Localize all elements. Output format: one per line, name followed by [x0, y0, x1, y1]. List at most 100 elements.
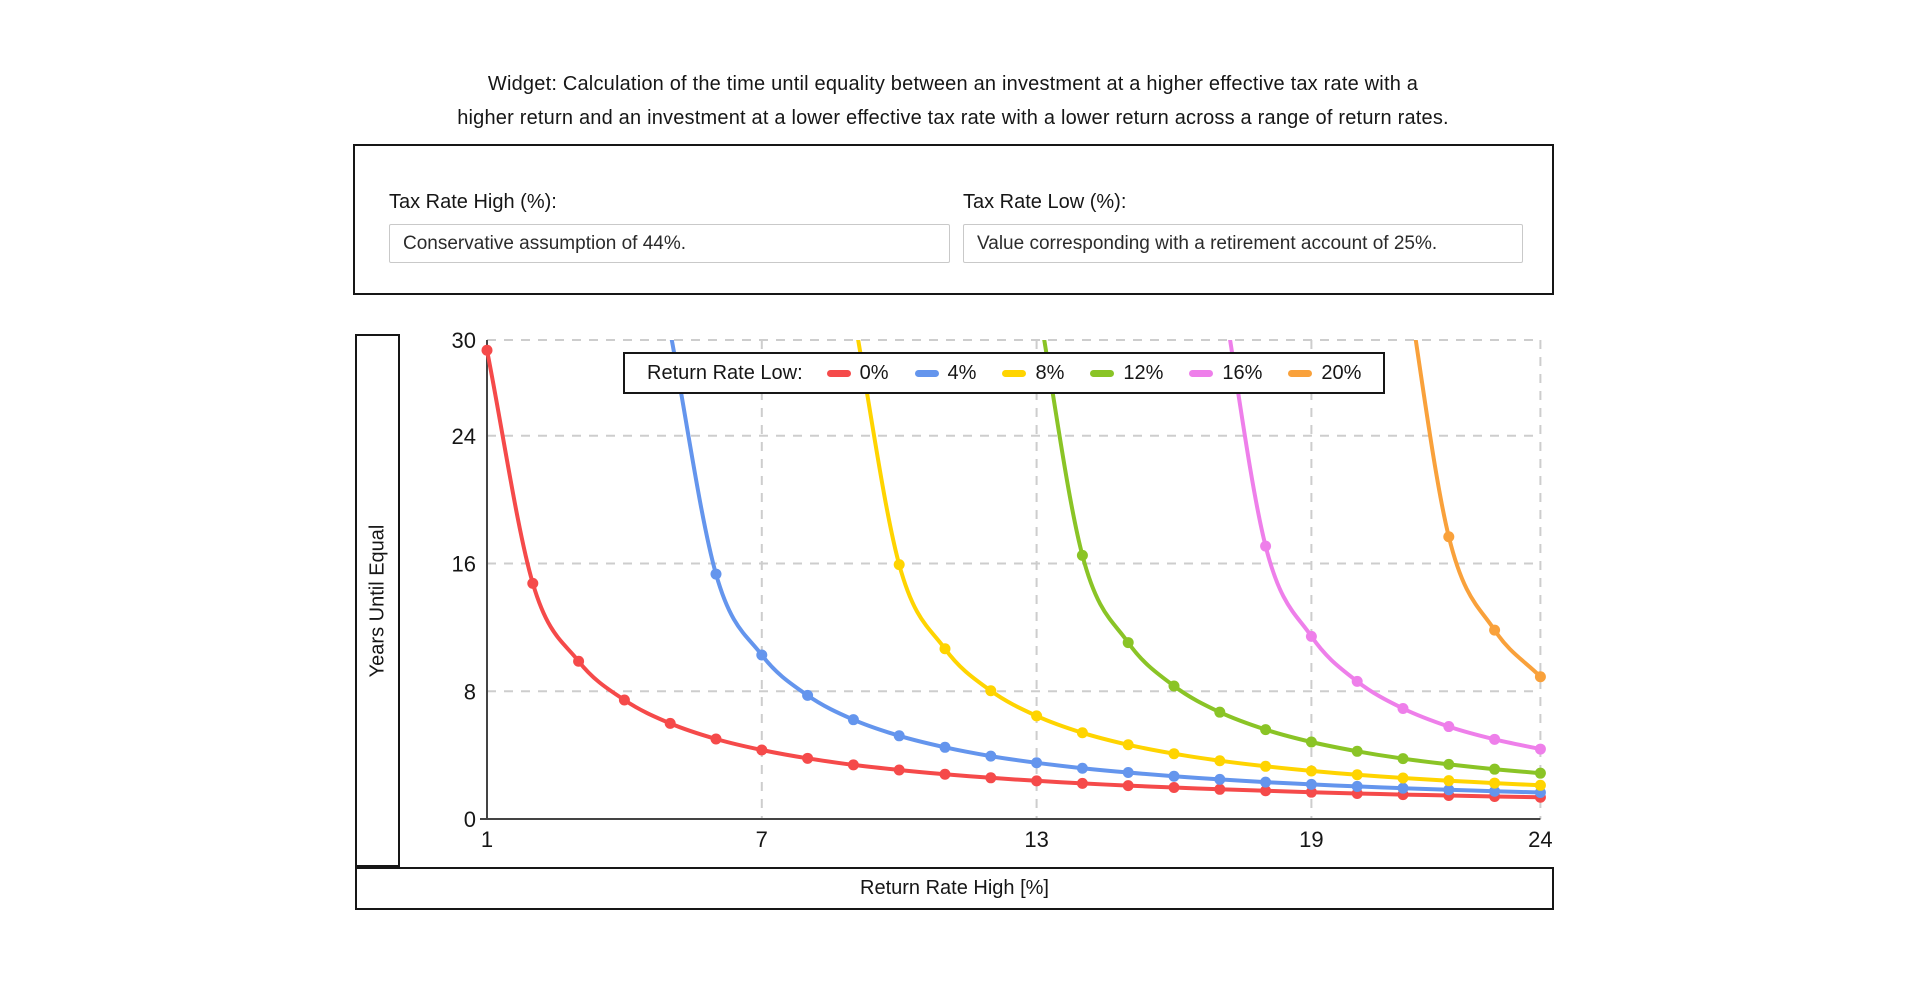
data-point: [1168, 680, 1180, 692]
data-point: [985, 772, 997, 784]
tax-rate-high-input[interactable]: [389, 224, 950, 263]
data-point: [1214, 773, 1226, 785]
series-line-8%: [856, 339, 1543, 788]
data-point: [1031, 757, 1043, 769]
series-line-0%: [485, 348, 1543, 800]
data-point: [1489, 777, 1501, 789]
legend-swatch-icon: [1189, 369, 1214, 377]
x-tick-7: 7: [756, 827, 768, 852]
data-point: [1534, 767, 1546, 779]
data-point: [1534, 743, 1546, 755]
data-point: [893, 730, 905, 742]
x-axis-label: Return Rate High [%]: [860, 877, 1049, 899]
data-point: [939, 643, 951, 655]
series-16%: [1228, 339, 1546, 755]
tax-rate-low-input[interactable]: [963, 224, 1523, 263]
data-point: [1397, 782, 1409, 794]
input-panel: Tax Rate High (%): Tax Rate Low (%):: [353, 144, 1554, 295]
data-point: [1351, 745, 1363, 757]
legend-label: 0%: [859, 361, 889, 384]
legend-label: 8%: [1035, 361, 1065, 384]
legend-swatch-icon: [826, 369, 851, 377]
legend-label: 12%: [1123, 361, 1164, 384]
data-point: [618, 694, 630, 706]
legend-label: 20%: [1321, 361, 1362, 384]
series-20%: [1413, 339, 1546, 683]
data-point: [1351, 769, 1363, 781]
data-point: [802, 752, 814, 764]
data-point: [1076, 549, 1088, 561]
legend-item-4%: 4%: [914, 361, 977, 385]
data-point: [1214, 706, 1226, 718]
data-point: [893, 559, 905, 571]
data-point: [1260, 760, 1272, 772]
data-point: [1397, 703, 1409, 715]
data-point: [1443, 775, 1455, 787]
data-point: [985, 750, 997, 762]
data-point: [1443, 758, 1455, 770]
data-point: [756, 649, 768, 661]
data-point: [1443, 721, 1455, 733]
data-point: [1443, 784, 1455, 796]
data-point: [1031, 775, 1043, 787]
data-point: [1534, 671, 1546, 683]
data-point: [939, 768, 951, 780]
data-point: [893, 764, 905, 776]
data-point: [847, 759, 859, 771]
data-point: [664, 717, 676, 729]
chart-canvas: 0 8 16 24 30 1 7 13 19 24: [452, 328, 1553, 852]
y-axis-label-box: Years Until Equal: [355, 334, 400, 867]
data-point: [1489, 763, 1501, 775]
data-point: [1443, 531, 1455, 543]
y-tick-30: 30: [452, 328, 476, 353]
legend-label: 16%: [1222, 361, 1263, 384]
data-point: [1260, 776, 1272, 788]
legend-item-20%: 20%: [1288, 362, 1361, 385]
legend-swatch-icon: [1288, 369, 1313, 377]
data-point: [1168, 782, 1180, 794]
data-point: [1260, 785, 1272, 797]
legend-swatch-icon: [1002, 369, 1027, 377]
legend: Return Rate Low: 0% 4% 8% 12% 16% 20%: [623, 352, 1386, 394]
data-point: [1122, 767, 1134, 779]
data-point: [1305, 765, 1317, 777]
data-point: [1122, 637, 1134, 649]
data-point: [1122, 739, 1134, 751]
legend-swatch-icon: [1090, 369, 1115, 377]
data-point: [847, 714, 859, 726]
y-tick-8: 8: [464, 679, 476, 704]
data-point: [1076, 762, 1088, 774]
data-point: [1305, 778, 1317, 790]
y-tick-24: 24: [452, 424, 476, 449]
data-point: [1076, 777, 1088, 789]
data-point: [939, 741, 951, 753]
tax-rate-low-label: Tax Rate Low (%):: [963, 191, 1127, 213]
series-4%: [669, 339, 1546, 798]
data-point: [527, 577, 539, 589]
legend-item-16%: 16%: [1189, 362, 1262, 385]
data-point: [573, 655, 585, 667]
data-point: [1076, 727, 1088, 739]
data-point: [1351, 780, 1363, 792]
data-point: [1260, 724, 1272, 736]
data-point: [1397, 772, 1409, 784]
legend-item-0%: 0%: [826, 361, 889, 385]
data-point: [1168, 770, 1180, 782]
tax-rate-high-label: Tax Rate High (%):: [389, 191, 557, 213]
data-point: [1351, 675, 1363, 687]
data-point: [1122, 780, 1134, 792]
legend-label: 4%: [947, 361, 977, 384]
series-line-20%: [1413, 339, 1543, 679]
x-tick-19: 19: [1299, 827, 1323, 852]
page-title-line2: higher return and an investment at a low…: [457, 107, 1449, 129]
data-point: [1214, 783, 1226, 795]
data-point: [1397, 753, 1409, 765]
x-tick-13: 13: [1024, 827, 1048, 852]
data-point: [756, 744, 768, 756]
y-tick-16: 16: [452, 552, 476, 577]
data-point: [1031, 710, 1043, 722]
x-axis-label-box: Return Rate High [%]: [355, 867, 1554, 910]
x-tick-1: 1: [481, 827, 493, 852]
series-0%: [481, 344, 1546, 803]
x-tick-24: 24: [1528, 827, 1552, 852]
